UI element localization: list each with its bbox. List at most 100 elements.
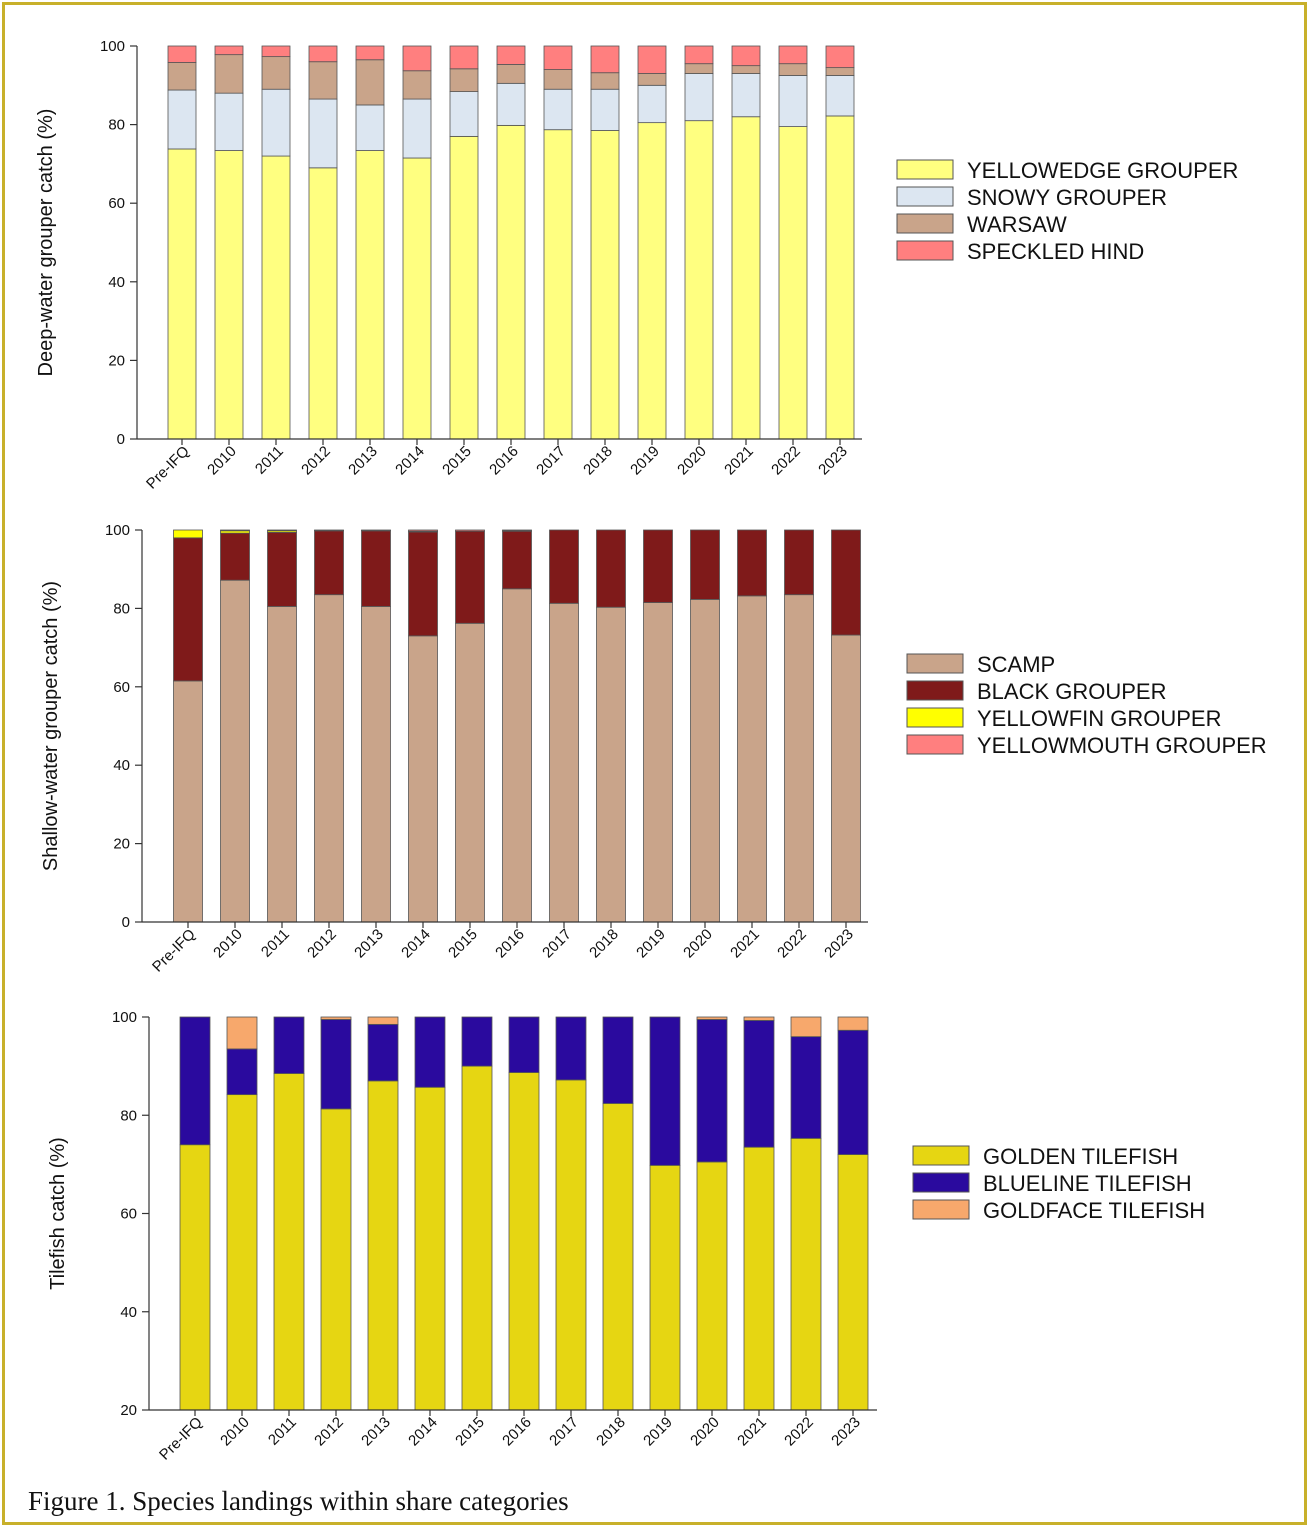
bar-2-s1-9	[596, 529, 626, 608]
bar-2-s1-11	[690, 529, 720, 600]
bar-3-s0-4	[367, 1080, 399, 1411]
y-axis-label: Tilefish catch (%)	[47, 1137, 69, 1290]
bar-1-s0-4	[355, 150, 385, 440]
x-tick-label: 2023	[821, 926, 857, 962]
bar-1-s2-6	[449, 68, 479, 92]
bar-1-s0-12	[731, 116, 761, 440]
bar-3-s0-3	[320, 1108, 352, 1411]
bar-2-s3-5	[408, 529, 438, 532]
x-tick-label: 2019	[627, 443, 663, 479]
chart-3: 20 40 60 80 100 Pre-IFQ 2010 2011 2012 2013 2014 20…	[47, 1009, 1205, 1464]
bar-2-s1-10	[643, 529, 673, 603]
bar-3-s2-11	[696, 1016, 728, 1020]
y-tick-label: 60	[113, 679, 130, 696]
bar-2-s0-0	[173, 680, 203, 923]
bar-2-s0-5	[408, 635, 438, 923]
bar-1-s3-8	[543, 45, 573, 70]
bar-1-s1-0	[167, 89, 197, 150]
y-tick-label: 60	[120, 1206, 137, 1223]
bar-2-s1-13	[784, 529, 814, 596]
bar-2-s1-12	[737, 529, 767, 597]
bar-3-s2-13	[790, 1016, 822, 1038]
bar-1-s1-5	[402, 98, 432, 159]
bar-1-s0-7	[496, 124, 526, 440]
x-tick-label: 2011	[258, 926, 293, 961]
y-tick-label: 20	[108, 352, 125, 369]
bar-3-s0-13	[790, 1137, 822, 1411]
bar-2-s0-12	[737, 595, 767, 923]
bar-1-s2-2	[261, 56, 291, 90]
y-tick-label: 20	[120, 1402, 137, 1419]
bar-2-s3-4	[361, 529, 391, 531]
y-tick-label: 0	[122, 914, 130, 931]
bar-1-s3-10	[637, 45, 667, 74]
bar-2-s3-3	[314, 529, 344, 531]
x-tick-label: 2015	[452, 1414, 488, 1450]
bar-3-s0-6	[461, 1065, 493, 1411]
bar-1-s0-5	[402, 157, 432, 440]
bar-1-s3-0	[167, 45, 197, 63]
bar-3-s0-14	[837, 1154, 869, 1411]
bar-3-s0-2	[273, 1073, 305, 1411]
bar-2-s0-13	[784, 594, 814, 923]
bar-2-s3-7	[502, 529, 532, 532]
legend-label: SCAMP	[977, 652, 1055, 677]
x-tick-label: 2022	[768, 443, 804, 479]
bar-1-s1-14	[825, 75, 855, 117]
x-tick-label: 2020	[674, 443, 710, 479]
x-tick-label: 2010	[204, 443, 240, 479]
bar-1-s1-1	[214, 92, 244, 151]
bar-2-s1-3	[314, 530, 344, 596]
y-tick-label: 0	[117, 431, 125, 448]
bar-1-s3-12	[731, 45, 761, 67]
bar-3-s0-5	[414, 1086, 446, 1411]
y-tick-label: 20	[113, 836, 130, 853]
legend-swatch	[906, 707, 964, 728]
bar-1-s1-2	[261, 88, 291, 157]
x-tick-label: 2017	[546, 1414, 582, 1450]
bar-2-s0-4	[361, 606, 391, 923]
x-tick-label: 2011	[265, 1414, 300, 1449]
legend-swatch	[906, 734, 964, 755]
bar-1-s2-13	[778, 63, 808, 76]
bar-3-s1-4	[367, 1023, 399, 1082]
x-tick-label: 2021	[727, 926, 763, 962]
bar-3-s0-0	[179, 1144, 211, 1411]
bar-3-s1-10	[649, 1016, 681, 1166]
legend-label: SNOWY GROUPER	[967, 185, 1167, 210]
bar-3-s1-3	[320, 1019, 352, 1110]
bar-2-s0-1	[220, 579, 250, 923]
bar-1-s2-3	[308, 61, 338, 100]
legend-swatch	[896, 213, 954, 234]
bar-2-s1-5	[408, 531, 438, 637]
x-tick-label: 2018	[580, 443, 616, 479]
bar-2-s0-3	[314, 594, 344, 923]
bar-1-s0-8	[543, 129, 573, 440]
bar-1-s2-12	[731, 65, 761, 74]
bar-1-s0-11	[684, 120, 714, 440]
bar-1-s0-1	[214, 150, 244, 440]
y-tick-label: 100	[105, 522, 130, 539]
y-tick-label: 40	[108, 274, 125, 291]
bar-2-s3-2	[267, 529, 297, 532]
bar-1-s3-1	[214, 45, 244, 56]
x-tick-label: 2016	[499, 1414, 535, 1450]
bar-2-s1-0	[173, 537, 203, 682]
legend-label: GOLDFACE TILEFISH	[983, 1198, 1205, 1223]
y-tick-label: 40	[113, 757, 130, 774]
y-tick-label: 100	[112, 1009, 137, 1026]
bar-3-s0-8	[555, 1079, 587, 1411]
bar-2-s0-6	[455, 622, 485, 923]
x-tick-label: 2016	[486, 443, 522, 479]
x-tick-label: 2018	[593, 1414, 629, 1450]
bar-1-s2-5	[402, 70, 432, 100]
legend-label: YELLOWEDGE GROUPER	[967, 158, 1238, 183]
x-tick-label: 2023	[815, 443, 851, 479]
legend-label: BLACK GROUPER	[977, 679, 1167, 704]
x-tick-label: 2014	[405, 1414, 441, 1450]
x-tick-label: 2010	[217, 1414, 253, 1450]
x-tick-label: 2012	[311, 1414, 347, 1450]
bar-1-s0-3	[308, 167, 338, 440]
